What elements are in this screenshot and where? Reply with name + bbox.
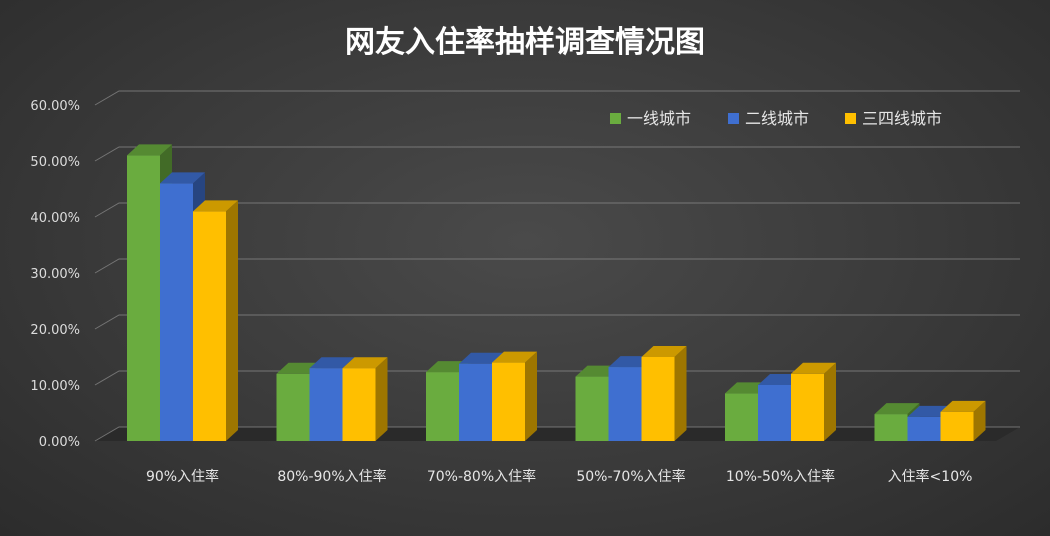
- legend-label: 一线城市: [627, 109, 691, 128]
- y-tick-label: 40.00%: [30, 211, 80, 226]
- bar-front: [791, 373, 824, 441]
- y-tick-label: 60.00%: [30, 99, 80, 114]
- bar-front: [160, 183, 193, 441]
- gridline: [94, 258, 1020, 274]
- bar-side: [525, 351, 537, 441]
- bar-front: [874, 414, 908, 441]
- bar: [342, 357, 388, 441]
- bar-front: [342, 368, 376, 441]
- bar-top: [940, 400, 986, 412]
- legend-label: 二线城市: [745, 109, 809, 128]
- legend: 一线城市 二线城市 三四线城市: [610, 109, 942, 128]
- bar-side: [973, 400, 986, 441]
- bar-front: [608, 367, 642, 441]
- bar-top: [127, 144, 172, 156]
- bar: [940, 400, 986, 441]
- legend-label: 三四线城市: [862, 109, 942, 128]
- bar-top: [492, 351, 537, 363]
- bars: [127, 144, 986, 441]
- gridline: [94, 314, 1020, 330]
- bar-front: [575, 376, 609, 441]
- x-axis-ticks: 90%入住率 80%-90%入住率 70%-80%入住率 50%-70%入住率 10%-…: [146, 468, 972, 485]
- bar: [492, 351, 537, 441]
- bar-side: [226, 200, 238, 441]
- x-tick-label: 50%-70%入住率: [576, 468, 685, 485]
- bar: [193, 200, 238, 441]
- legend-swatch: [845, 113, 856, 124]
- gridline: [94, 202, 1020, 218]
- bar-front: [276, 373, 310, 441]
- y-tick-label: 0.00%: [39, 435, 80, 450]
- y-tick-label: 20.00%: [30, 323, 80, 338]
- y-tick-label: 50.00%: [30, 155, 80, 170]
- bar-front: [309, 368, 343, 441]
- legend-item: 二线城市: [728, 109, 809, 128]
- bar-front: [940, 411, 974, 441]
- bar-front: [127, 155, 160, 441]
- gridline: [94, 90, 1020, 106]
- bar-front: [907, 416, 941, 441]
- gridline: [94, 426, 1020, 442]
- bar-top: [791, 362, 836, 374]
- chart-title: 网友入住率抽样调查情况图: [345, 25, 705, 60]
- legend-swatch: [610, 113, 621, 124]
- bar: [641, 346, 687, 441]
- bar-top: [342, 357, 388, 369]
- bar-side: [674, 346, 687, 441]
- bar-top: [309, 357, 355, 369]
- bar-front: [492, 362, 525, 441]
- bar-front: [758, 385, 791, 441]
- x-tick-label: 90%入住率: [146, 468, 219, 485]
- bar-top: [193, 200, 238, 212]
- y-axis-ticks: 0.00% 10.00% 20.00% 30.00% 40.00% 50.00% 60.00…: [30, 99, 80, 450]
- legend-item: 一线城市: [610, 109, 691, 128]
- legend-swatch: [728, 113, 739, 124]
- x-tick-label: 入住率<10%: [888, 468, 973, 485]
- x-tick-label: 10%-50%入住率: [726, 468, 835, 485]
- bar-top: [160, 172, 205, 184]
- bar-top: [641, 346, 687, 357]
- bar: [791, 362, 836, 441]
- x-tick-label: 70%-80%入住率: [427, 468, 536, 485]
- y-tick-label: 10.00%: [30, 379, 80, 394]
- bar-side: [375, 357, 388, 441]
- bar-front: [193, 211, 226, 441]
- bar-front: [426, 372, 459, 441]
- bar-front: [459, 363, 492, 441]
- bar-front: [725, 393, 758, 441]
- bar-top: [459, 352, 504, 364]
- legend-item: 三四线城市: [845, 109, 942, 128]
- y-tick-label: 30.00%: [30, 267, 80, 282]
- gridline: [94, 370, 1020, 386]
- bar-top: [874, 403, 920, 415]
- gridline: [94, 146, 1020, 162]
- x-tick-label: 80%-90%入住率: [277, 468, 386, 485]
- bar-side: [824, 362, 836, 441]
- bar-front: [641, 357, 675, 441]
